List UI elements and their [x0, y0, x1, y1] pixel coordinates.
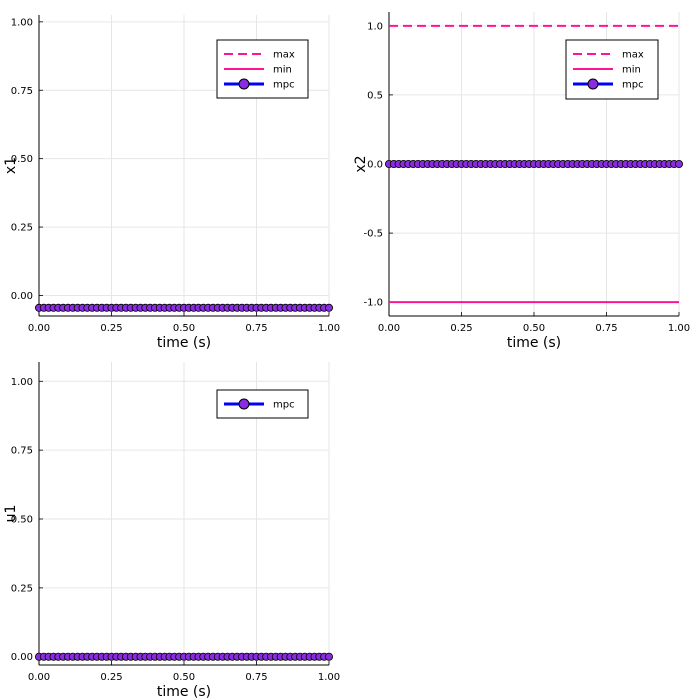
legend-label-min: min — [622, 65, 641, 76]
x-tick-label: 1.00 — [668, 323, 690, 334]
y-tick-label: 0.50 — [11, 154, 33, 165]
y-tick-label: 0.75 — [11, 86, 33, 97]
x-tick-label: 0.50 — [523, 323, 545, 334]
y-tick-label: 0.0 — [367, 160, 383, 171]
y-tick-label: 0.50 — [11, 515, 33, 526]
y-tick-label: 1.00 — [11, 377, 33, 388]
y-tick-label: 0.00 — [11, 652, 33, 663]
legend-marker-mpc — [238, 78, 250, 90]
series-mpc-point — [324, 652, 333, 661]
y-tick-label: 0.00 — [11, 291, 33, 302]
x-tick-label: 0.50 — [173, 323, 195, 334]
legend-label-max: max — [273, 50, 295, 61]
legend-marker-mpc — [238, 398, 250, 410]
y-tick-label: -0.5 — [363, 229, 383, 240]
x-tick-label: 0.25 — [100, 323, 122, 334]
x-tick-label: 0.25 — [450, 323, 472, 334]
x-tick-label: 0.00 — [378, 323, 400, 334]
subplot-3: 0.00 0.25 0.50 0.75 1.00 0.00 0.25 0.50 0.75 1.00… — [3, 362, 340, 700]
series-mpc-point — [324, 303, 333, 312]
subplot-1: 0.00 0.25 0.50 0.75 1.00 0.00 0.25 0.50 0.75 1.00… — [3, 15, 340, 351]
x-axis-label: time (s) — [507, 335, 561, 351]
x-tick-label: 0.75 — [245, 323, 267, 334]
legend-label-min: min — [273, 65, 292, 76]
y-tick-label: 1.00 — [11, 17, 33, 28]
x-tick-label: 0.75 — [245, 672, 267, 683]
y-axis-label: x1 — [3, 157, 19, 174]
legend-label-mpc: mpc — [273, 80, 295, 91]
x-axis-label: time (s) — [157, 335, 211, 351]
series-mpc-point — [675, 159, 684, 168]
y-tick-label: 0.25 — [11, 223, 33, 234]
y-tick-label: 1.0 — [367, 21, 383, 32]
y-tick-label: 0.75 — [11, 446, 33, 457]
x-tick-label: 0.25 — [100, 672, 122, 683]
x-tick-label: 0.75 — [595, 323, 617, 334]
legend-marker-mpc — [587, 78, 599, 90]
legend-label-mpc: mpc — [622, 80, 644, 91]
y-axis-label: u1 — [3, 505, 19, 523]
y-tick-label: 0.25 — [11, 583, 33, 594]
y-tick-label: 0.5 — [367, 90, 383, 101]
subplot-2: 0.00 0.25 0.50 0.75 1.00 -1.0 -0.5 0.0 0.5 1.0 tim… — [353, 12, 690, 351]
legend: max min mpc — [565, 39, 659, 100]
x-tick-label: 0.50 — [173, 672, 195, 683]
legend-label-mpc: mpc — [273, 400, 295, 411]
legend-label-max: max — [622, 50, 644, 61]
x-tick-label: 1.00 — [318, 672, 340, 683]
x-tick-label: 1.00 — [318, 323, 340, 334]
y-axis-label: x2 — [353, 155, 369, 172]
x-tick-label: 0.00 — [28, 672, 50, 683]
x-tick-label: 0.00 — [28, 323, 50, 334]
legend: mpc — [216, 389, 309, 419]
x-axis-label: time (s) — [157, 684, 211, 700]
y-tick-label: -1.0 — [363, 298, 383, 309]
legend: max min mpc — [216, 39, 309, 99]
